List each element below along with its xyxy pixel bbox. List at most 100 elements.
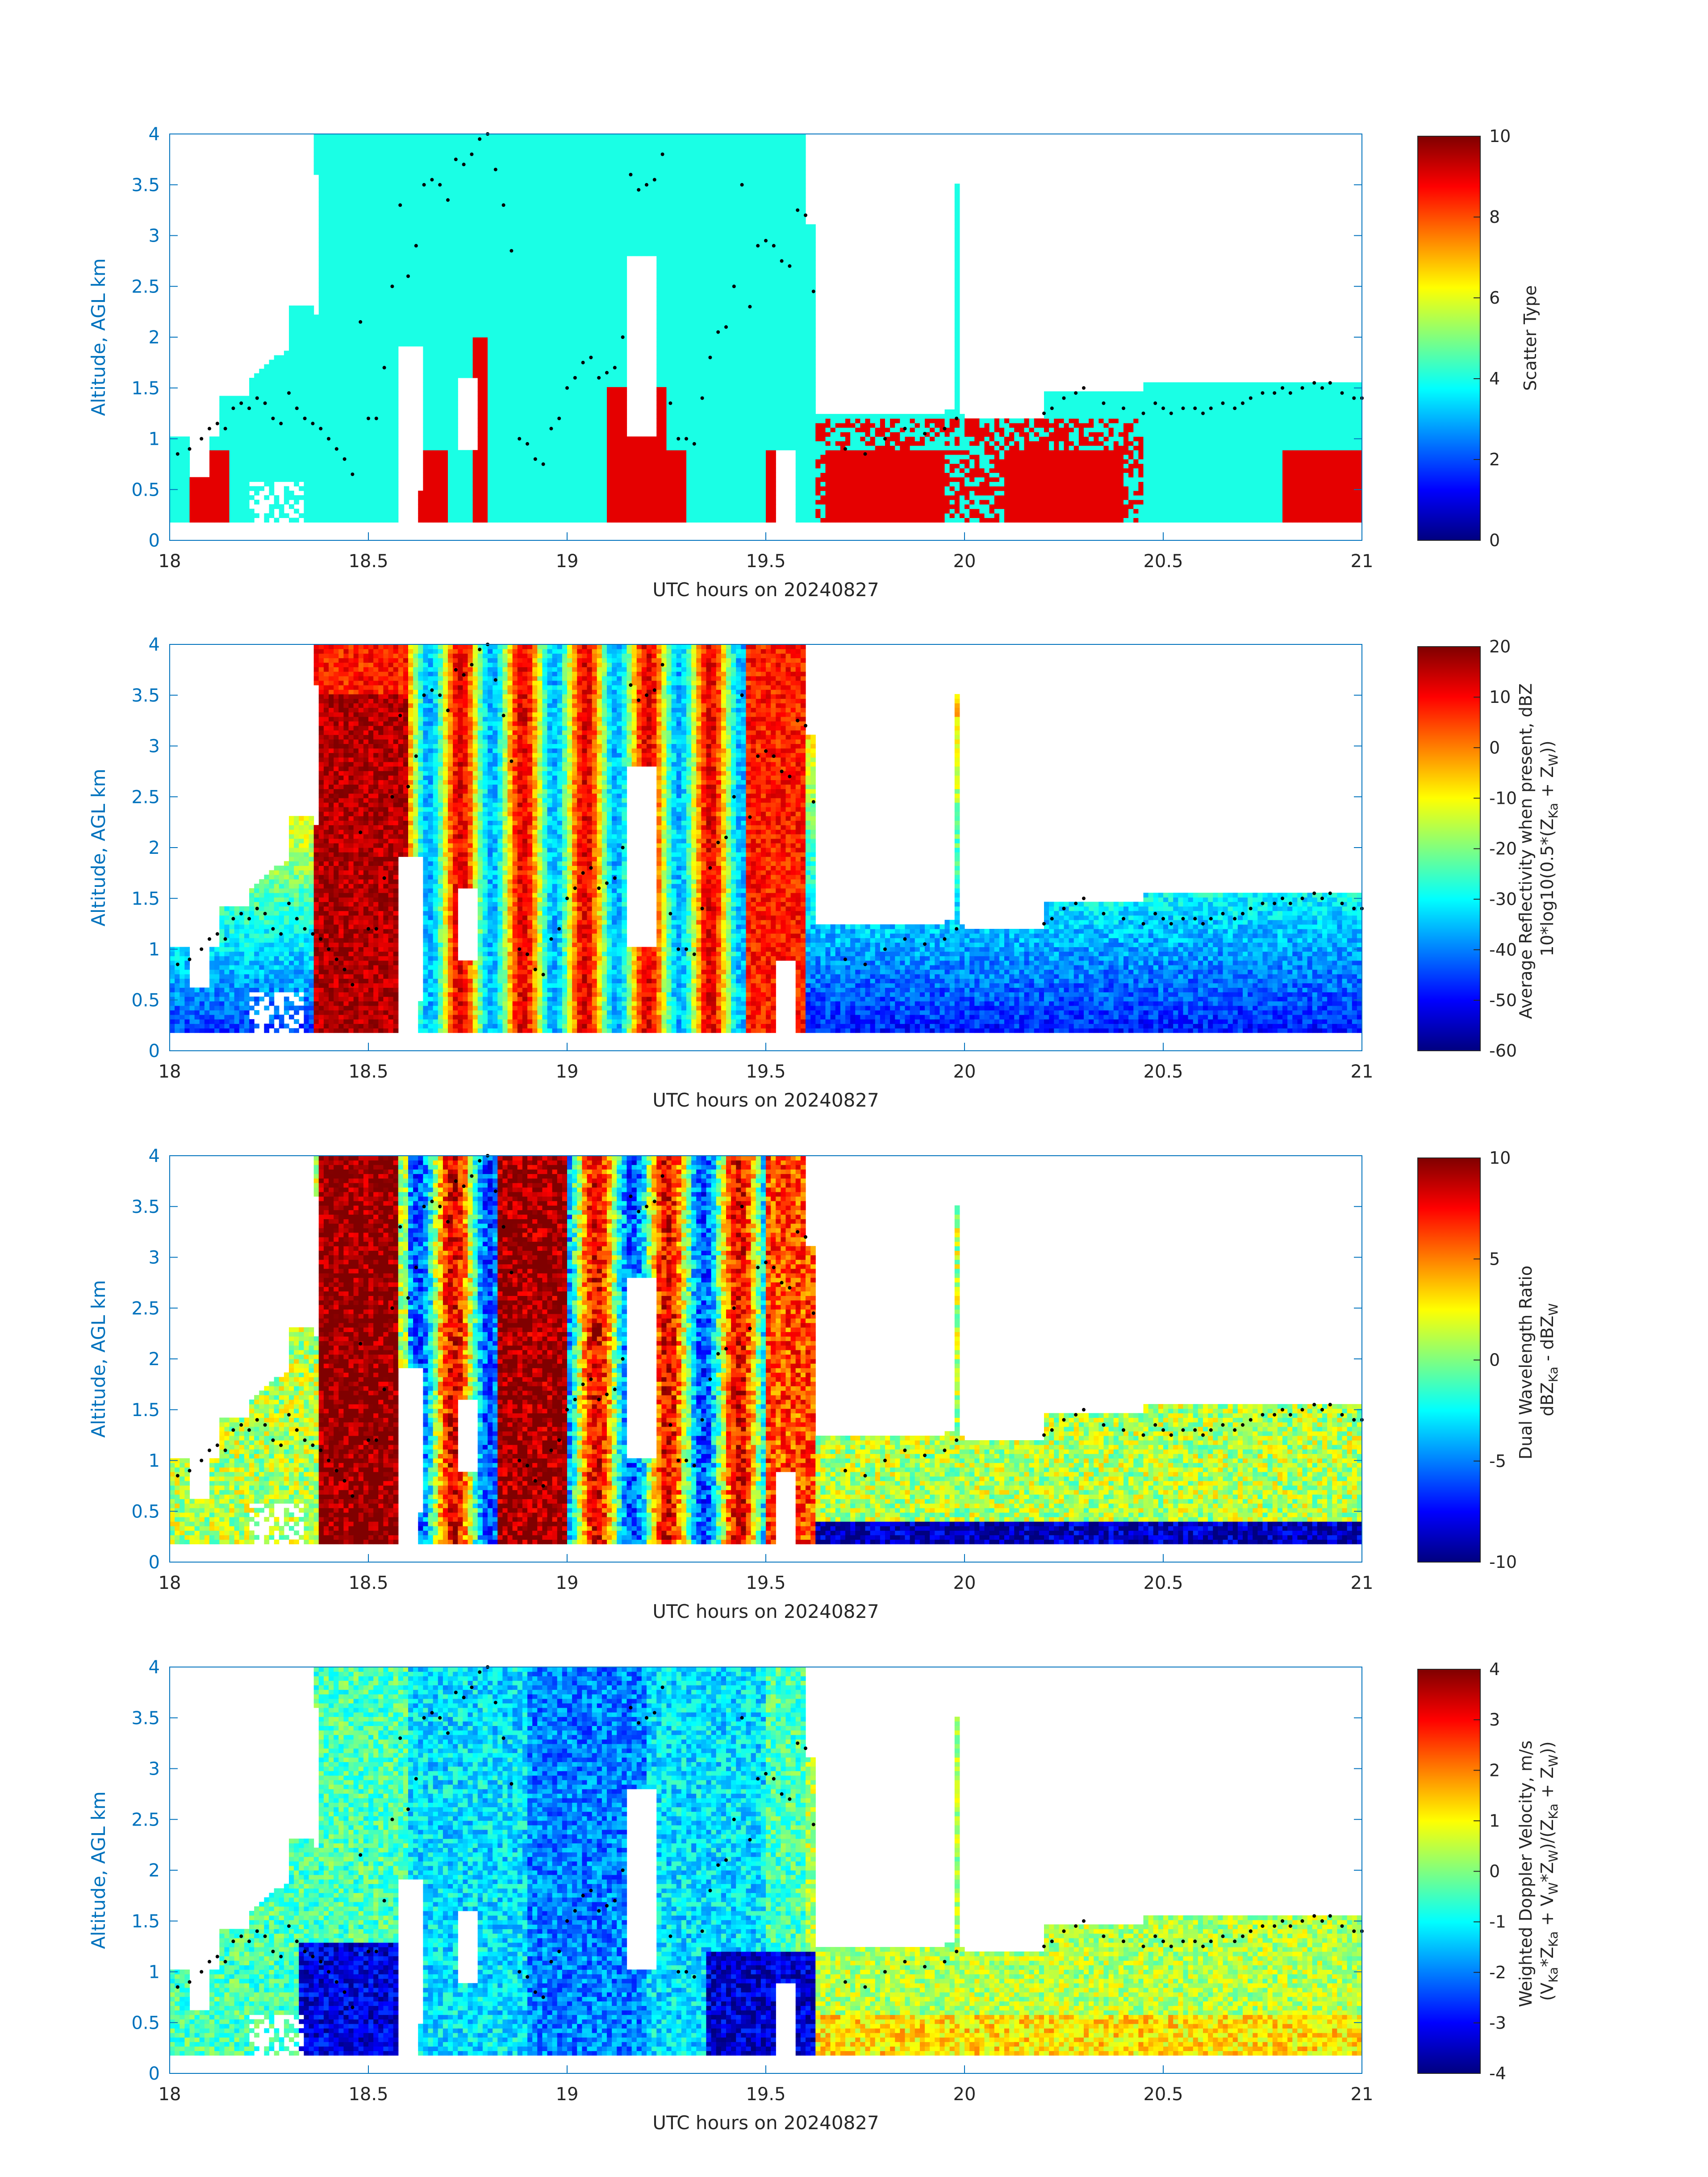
heatmap-cell [477, 364, 483, 369]
heatmap-cell [224, 405, 230, 410]
heatmap-cell [502, 188, 508, 193]
heatmap-cell [284, 405, 289, 410]
heatmap-cell [433, 134, 438, 139]
heatmap-cell [482, 441, 488, 446]
heatmap-cell [453, 459, 458, 464]
heatmap-cell [408, 314, 413, 320]
heatmap-cell [493, 233, 498, 238]
heatmap-cell [552, 224, 558, 229]
heatmap-cell [493, 287, 498, 292]
heatmap-cell [373, 170, 379, 175]
heatmap-cell [234, 509, 240, 514]
heatmap-cell [552, 368, 558, 374]
heatmap-cell [557, 351, 563, 356]
heatmap-cell [433, 238, 438, 243]
heatmap-cell [537, 351, 543, 356]
heatmap-cell [433, 201, 438, 207]
heatmap-cell [567, 314, 572, 320]
heatmap-cell [497, 423, 503, 428]
heatmap-cell [497, 477, 503, 482]
heatmap-cell [393, 229, 399, 234]
heatmap-cell [219, 405, 225, 410]
heatmap-cell [229, 409, 235, 414]
heatmap-cell [477, 400, 483, 405]
heatmap-cell [338, 405, 344, 410]
heatmap-cell [493, 229, 498, 234]
heatmap-cell [348, 184, 354, 188]
heatmap-cell [512, 292, 518, 297]
heatmap-cell [542, 436, 548, 442]
heatmap-cell [517, 500, 523, 505]
heatmap-cell [423, 323, 429, 329]
heatmap-cell [428, 486, 434, 491]
heatmap-cell [393, 332, 399, 338]
heatmap-cell [463, 373, 468, 378]
heatmap-cell [378, 454, 384, 460]
heatmap-cell [338, 251, 344, 256]
heatmap-cell [477, 382, 483, 387]
heatmap-cell [488, 161, 493, 166]
heatmap-cell [264, 418, 270, 423]
heatmap-cell [264, 391, 270, 397]
heatmap-cell [334, 278, 339, 284]
heatmap-cell [472, 297, 478, 301]
heatmap-cell [378, 233, 384, 238]
heatmap-cell [477, 368, 483, 374]
heatmap-cell [453, 192, 458, 198]
heatmap-cell [353, 477, 359, 482]
heatmap-cell [348, 201, 354, 207]
heatmap-cell [413, 161, 418, 166]
heatmap-cell [557, 297, 563, 301]
heatmap-cell [264, 378, 270, 383]
heatmap-cell [472, 513, 478, 518]
heatmap-cell [234, 500, 240, 505]
heatmap-cell [368, 210, 374, 216]
heatmap-cell [522, 251, 528, 256]
heatmap-cell [448, 260, 453, 265]
heatmap-cell [423, 156, 429, 162]
heatmap-cell [453, 351, 458, 356]
heatmap-cell [334, 472, 339, 478]
heatmap-cell [537, 481, 543, 487]
heatmap-cell [567, 175, 572, 180]
heatmap-cell [517, 368, 523, 374]
heatmap-cell [254, 477, 259, 482]
heatmap-cell [239, 396, 245, 401]
heatmap-cell [329, 432, 334, 437]
heatmap-cell [458, 143, 463, 148]
heatmap-cell [547, 314, 553, 320]
heatmap-cell [453, 332, 458, 338]
heatmap-cell [348, 238, 354, 243]
heatmap-cell [294, 481, 299, 487]
heatmap-cell [418, 175, 423, 180]
heatmap-cell [323, 414, 329, 419]
heatmap-cell [249, 459, 255, 464]
heatmap-cell [388, 301, 394, 306]
heatmap-cell [472, 468, 478, 473]
heatmap-cell [488, 409, 493, 414]
heatmap-cell [537, 454, 543, 460]
heatmap-cell [493, 450, 498, 455]
heatmap-cell [323, 477, 329, 482]
heatmap-cell [403, 238, 409, 243]
heatmap-cell [552, 509, 558, 514]
heatmap-cell [458, 170, 463, 175]
heatmap-cell [433, 269, 438, 275]
heatmap-cell [428, 400, 434, 405]
heatmap-cell [537, 445, 543, 451]
heatmap-cell [279, 427, 284, 432]
heatmap-cell [244, 436, 250, 442]
heatmap-cell [512, 188, 518, 193]
heatmap-cell [373, 513, 379, 518]
heatmap-cell [507, 165, 513, 171]
heatmap-cell [388, 468, 394, 473]
heatmap-cell [512, 405, 518, 410]
heatmap-cell [488, 500, 493, 505]
heatmap-cell [334, 382, 339, 387]
heatmap-cell [363, 215, 369, 220]
heatmap-cell [468, 229, 473, 234]
heatmap-cell [557, 314, 563, 320]
heatmap-cell [264, 477, 270, 482]
heatmap-cell [304, 513, 309, 518]
heatmap-cell [388, 373, 394, 378]
